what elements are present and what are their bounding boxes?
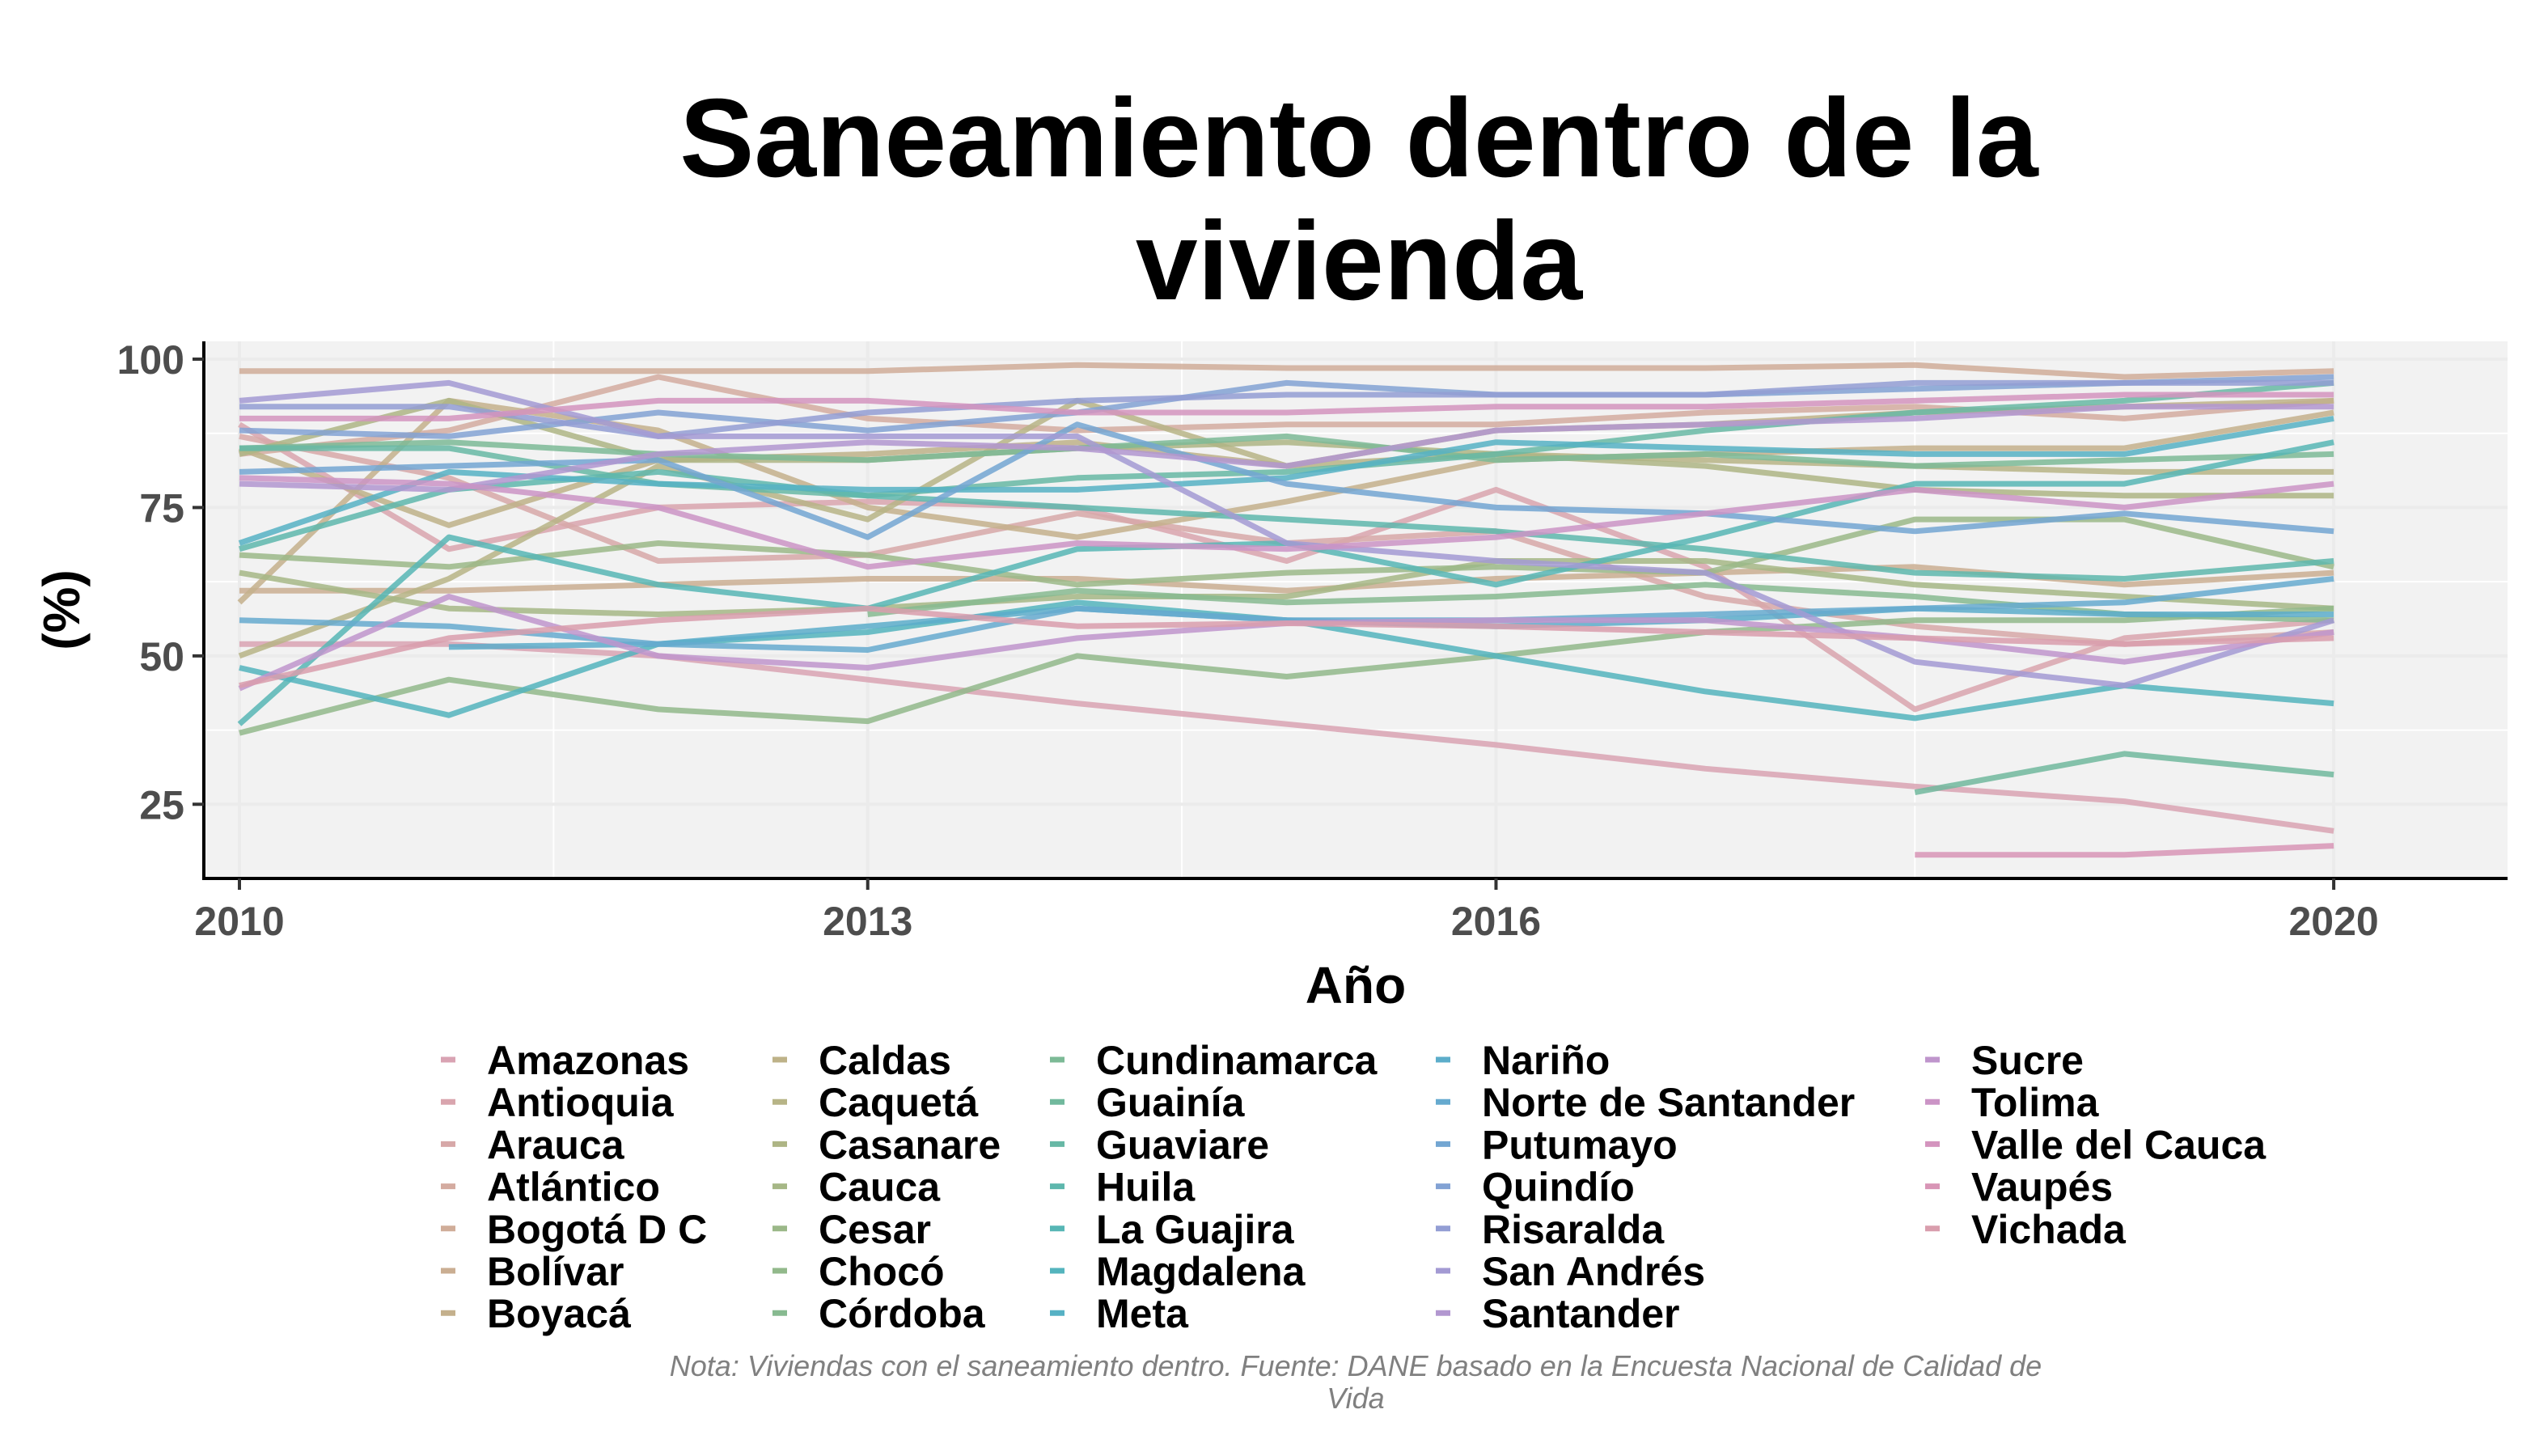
legend-label: Vaupés bbox=[1971, 1165, 2113, 1210]
legend-label: Córdoba bbox=[819, 1291, 986, 1336]
legend-label: Tolima bbox=[1971, 1080, 2100, 1125]
legend-label: Nariño bbox=[1482, 1038, 1610, 1083]
chart-title-line-2: vivienda bbox=[1136, 199, 1584, 324]
caption-line-2: Vida bbox=[1327, 1382, 1384, 1415]
y-tick-label: 75 bbox=[139, 485, 184, 531]
chart-title: Saneamiento dentro de la bbox=[679, 76, 2039, 201]
legend-label: Guaviare bbox=[1096, 1122, 1269, 1167]
legend-label: Boyacá bbox=[487, 1291, 631, 1336]
x-axis-ticks: 2010 2013 2016 2020 bbox=[194, 878, 2379, 944]
series-line-14 bbox=[239, 433, 2334, 469]
legend-label: Valle del Cauca bbox=[1971, 1122, 2267, 1167]
series-line-26 bbox=[239, 379, 2335, 688]
caption: Nota: Viviendas con el saneamiento dentr… bbox=[670, 1349, 2042, 1382]
axes bbox=[202, 341, 2508, 880]
legend-label: La Guajira bbox=[1096, 1207, 1295, 1252]
x-tick-label: 2013 bbox=[823, 899, 912, 944]
legend-label: Atlántico bbox=[487, 1165, 660, 1210]
legend-label: Putumayo bbox=[1482, 1122, 1678, 1167]
series-line-29 bbox=[239, 475, 2334, 570]
legend-label: Santander bbox=[1482, 1291, 1680, 1336]
series-line-9 bbox=[239, 397, 2334, 499]
y-axis-title: (%) bbox=[32, 569, 91, 650]
x-tick-label: 2020 bbox=[2288, 899, 2378, 944]
x-tick-label: 2010 bbox=[194, 899, 284, 944]
legend-label: Caquetá bbox=[819, 1080, 978, 1125]
series-line-32 bbox=[239, 605, 2334, 688]
y-tick-label: 100 bbox=[117, 337, 184, 383]
legend-label: Arauca bbox=[487, 1122, 625, 1167]
legend-label: Magdalena bbox=[1096, 1249, 1306, 1294]
x-axis-title: Año bbox=[1306, 956, 1406, 1014]
series-line-0 bbox=[239, 641, 2334, 834]
legend-label: Bolívar bbox=[487, 1249, 624, 1294]
series-line-20 bbox=[238, 415, 2334, 546]
series-line-25 bbox=[239, 379, 2334, 439]
legend-label: Vichada bbox=[1971, 1207, 2127, 1252]
legend-label: Casanare bbox=[819, 1122, 1001, 1167]
series-line-27 bbox=[239, 404, 2334, 493]
series-line-4 bbox=[239, 362, 2334, 380]
legend-label: Bogotá D C bbox=[487, 1207, 707, 1252]
y-axis-ticks: 25 50 75 100 bbox=[117, 337, 204, 827]
legend-label: Meta bbox=[1096, 1291, 1189, 1336]
x-tick-label: 2016 bbox=[1451, 899, 1541, 944]
series-line-10 bbox=[239, 558, 2334, 617]
legend-label: Guainía bbox=[1096, 1080, 1246, 1125]
legend-label: Risaralda bbox=[1482, 1207, 1665, 1252]
series-line-1 bbox=[238, 421, 2334, 713]
legend-label: Quindío bbox=[1482, 1165, 1635, 1210]
series-line-30 bbox=[239, 392, 2334, 421]
series-line-11 bbox=[239, 516, 2334, 588]
series-line-15 bbox=[1914, 751, 2334, 796]
gridlines bbox=[204, 341, 2508, 878]
series-line-23 bbox=[239, 421, 2334, 540]
series-line-12 bbox=[239, 605, 2334, 736]
legend-label: San Andrés bbox=[1482, 1249, 1705, 1294]
legend-label: Caldas bbox=[819, 1038, 951, 1083]
series-line-31 bbox=[1915, 843, 2334, 858]
legend-label: Huila bbox=[1096, 1165, 1196, 1210]
series-line-16 bbox=[239, 379, 2334, 499]
legend-label: Cesar bbox=[819, 1207, 931, 1252]
series-lines bbox=[237, 362, 2335, 858]
legend-label: Sucre bbox=[1971, 1038, 2084, 1083]
legend-label: Amazonas bbox=[487, 1038, 689, 1083]
legend-label: Cauca bbox=[819, 1165, 941, 1210]
legend-label: Chocó bbox=[819, 1249, 945, 1294]
legend-label: Antioquia bbox=[487, 1080, 675, 1125]
legend-label: Cundinamarca bbox=[1096, 1038, 1378, 1083]
legend-label: Norte de Santander bbox=[1482, 1080, 1855, 1125]
y-tick-label: 50 bbox=[139, 634, 184, 679]
y-tick-label: 25 bbox=[139, 782, 184, 827]
